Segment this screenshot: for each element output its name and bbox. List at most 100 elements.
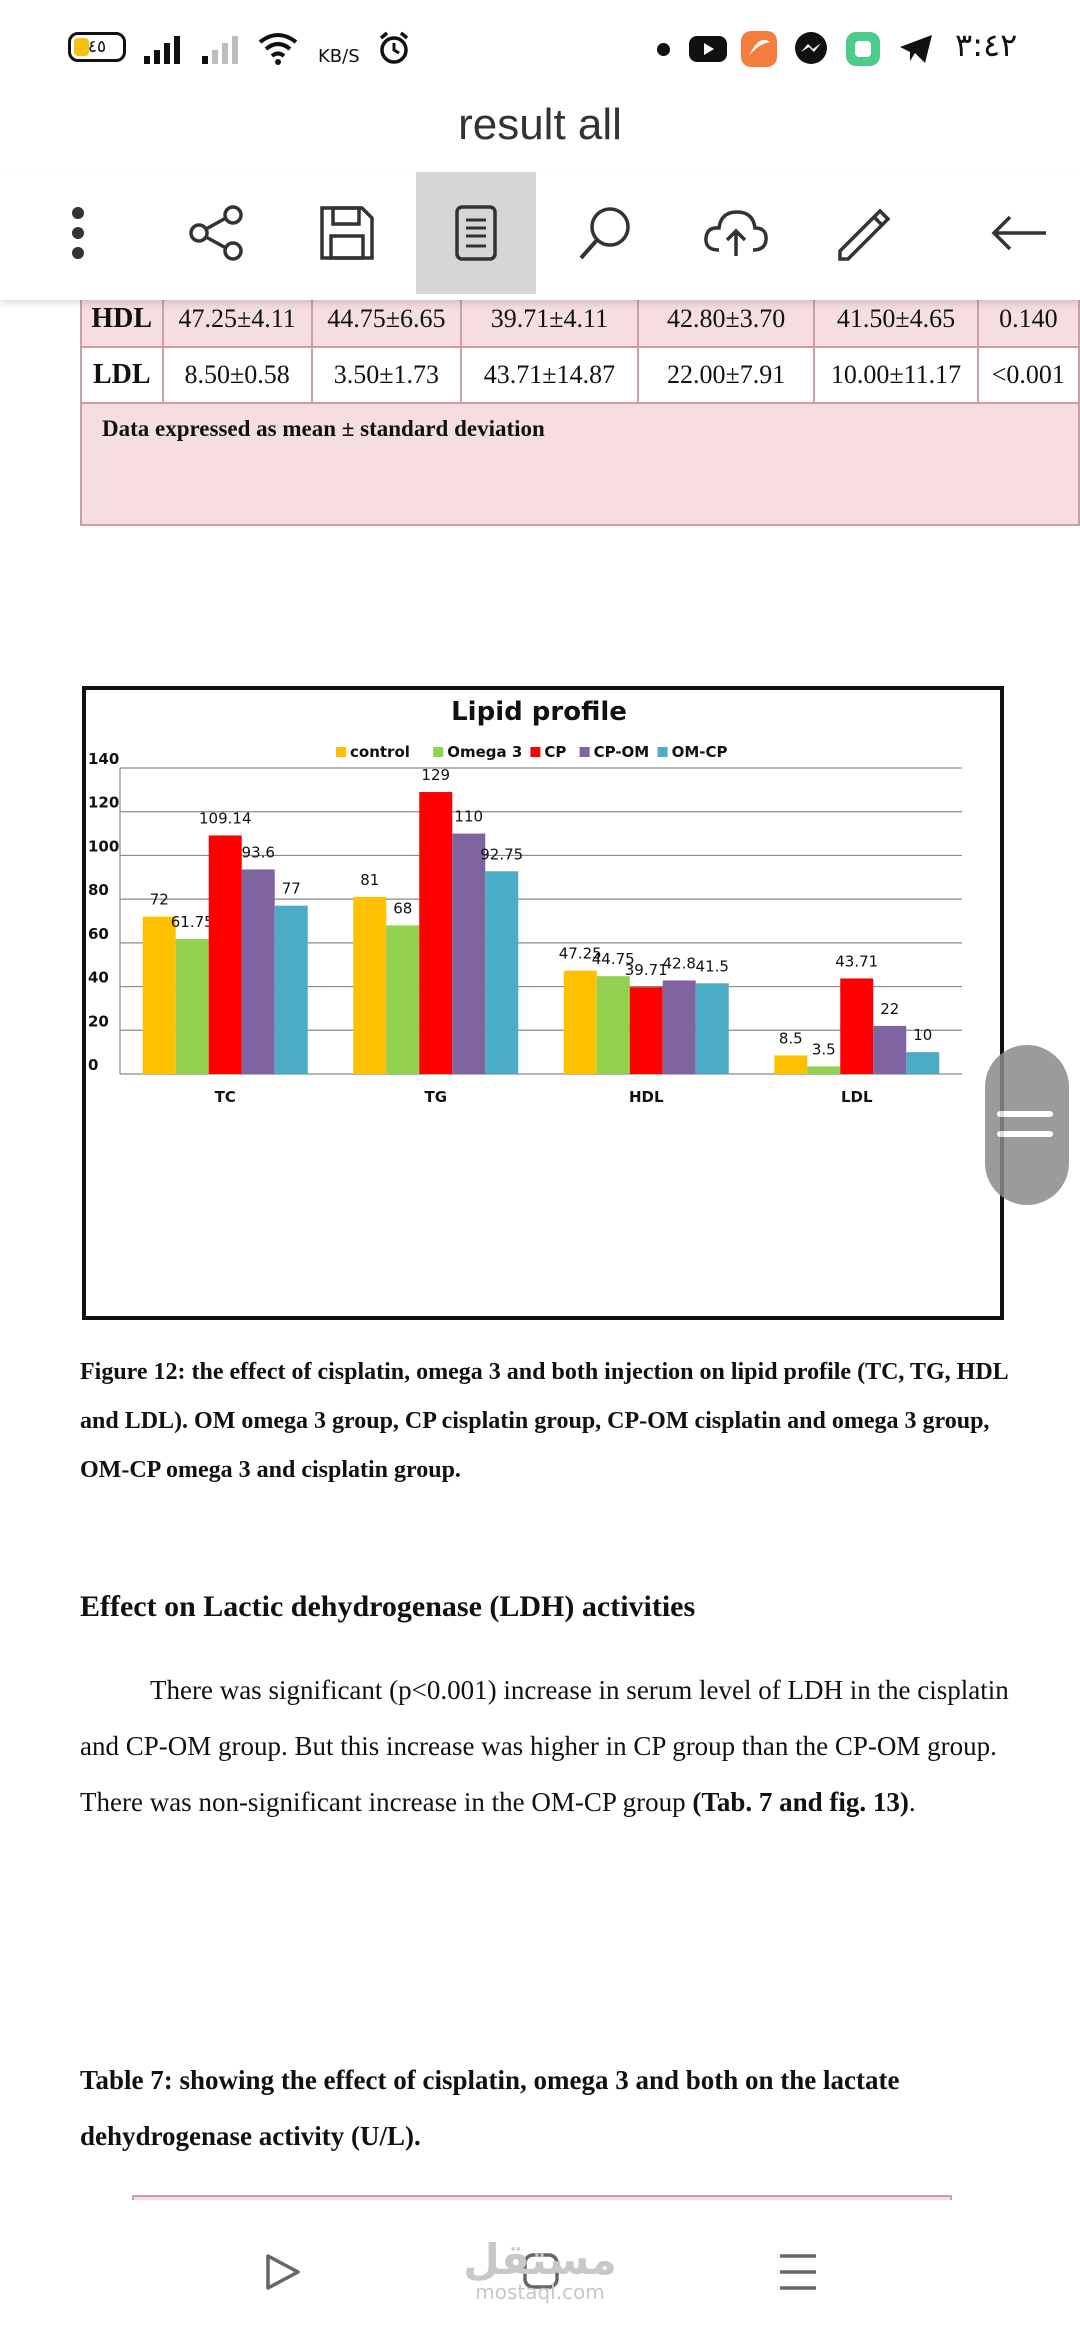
body-paragraph: There was significant (p<0.001) increase… xyxy=(80,1662,1020,1830)
bar xyxy=(563,970,597,1074)
bar xyxy=(695,983,729,1074)
table-cell: 22.00±7.91 xyxy=(636,346,816,404)
signal-icon xyxy=(144,36,180,64)
bar xyxy=(241,869,275,1074)
table-row: LDL 8.50±0.58 3.50±1.73 43.71±14.87 22.0… xyxy=(80,346,1080,404)
data-label: 93.6 xyxy=(242,843,275,861)
share-icon xyxy=(189,205,243,261)
app-icon xyxy=(846,32,880,66)
paragraph-end: . xyxy=(908,1787,916,1817)
data-label: 129 xyxy=(421,766,450,784)
data-label: 44.75 xyxy=(592,950,635,968)
table-cell: 41.50±4.65 xyxy=(813,300,979,348)
y-tick-label: 80 xyxy=(88,881,109,899)
table-cell: 0.140 xyxy=(976,300,1080,348)
bar xyxy=(774,1055,808,1074)
scroll-handle[interactable] xyxy=(985,1045,1069,1205)
toolbar xyxy=(0,172,1080,300)
status-bar: ٤٥ KB/S ٣:٤٢ xyxy=(0,0,1080,95)
bar xyxy=(662,980,696,1074)
x-tick-label: LDL xyxy=(841,1088,873,1106)
table-cell: 39.71±4.11 xyxy=(460,300,639,348)
bar xyxy=(452,833,486,1074)
legend-swatch xyxy=(336,747,346,757)
page-view-button[interactable] xyxy=(416,172,536,294)
watermark: مستقل mostaql.com xyxy=(455,2235,625,2304)
bar xyxy=(629,987,663,1074)
table-cell: 3.50±1.73 xyxy=(310,346,463,404)
section-heading: Effect on Lactic dehydrogenase (LDH) act… xyxy=(80,1590,696,1623)
x-tick-label: HDL xyxy=(629,1088,664,1106)
save-icon xyxy=(320,206,374,260)
table-caption: Table 7: showing the effect of cisplatin… xyxy=(80,2065,900,2151)
figure-caption: Figure 12: the effect of cisplatin, omeg… xyxy=(80,1359,1008,1483)
bar xyxy=(873,1025,907,1074)
y-tick-label: 40 xyxy=(88,969,109,987)
bar xyxy=(807,1066,841,1074)
back-button[interactable] xyxy=(960,172,1080,294)
legend-swatch xyxy=(433,747,444,757)
menu-lines-icon[interactable] xyxy=(778,2252,818,2292)
watermark-latin: mostaql.com xyxy=(475,2280,605,2304)
chart-title: Lipid profile xyxy=(451,697,627,727)
data-label: 39.71 xyxy=(625,961,668,979)
bar xyxy=(419,792,453,1074)
share-button[interactable] xyxy=(157,172,277,294)
bar xyxy=(386,925,420,1074)
data-label: 41.5 xyxy=(696,957,729,975)
y-tick-label: 120 xyxy=(88,794,119,812)
edit-button[interactable] xyxy=(806,172,926,294)
alarm-icon xyxy=(379,31,409,64)
y-tick-label: 100 xyxy=(88,837,119,855)
data-label: 8.5 xyxy=(779,1029,803,1047)
data-label: 42.8 xyxy=(663,954,696,972)
telegram-icon xyxy=(900,35,932,63)
table-cell: 43.71±14.87 xyxy=(460,346,639,404)
edit-icon xyxy=(838,208,891,261)
legend-swatch xyxy=(530,747,541,757)
legend-swatch xyxy=(657,747,668,757)
data-label: 68 xyxy=(393,899,412,917)
signal-icon xyxy=(202,36,238,64)
messenger-icon xyxy=(795,32,827,64)
y-tick-label: 0 xyxy=(88,1056,98,1074)
document-page[interactable]: HDL 47.25±4.11 44.75±6.65 39.71±4.11 42.… xyxy=(0,300,1080,2200)
save-button[interactable] xyxy=(287,172,407,294)
bar xyxy=(840,978,874,1074)
row-label: LDL xyxy=(80,346,164,404)
search-icon xyxy=(579,207,630,260)
chart-svg: Lipid profile control Omega 3 CP CP-OM OM-CP 0… xyxy=(88,697,962,1106)
legend-label: Omega 3 xyxy=(447,743,522,761)
figure-reference: (Tab. 7 and fig. 13) xyxy=(692,1787,909,1817)
legend-label: CP-OM xyxy=(594,743,650,761)
document-title: result all xyxy=(458,100,622,149)
table-row: HDL 47.25±4.11 44.75±6.65 39.71±4.11 42.… xyxy=(80,300,1080,348)
upload-button[interactable] xyxy=(676,172,796,294)
bar xyxy=(175,939,209,1074)
speed-indicator: KB/S xyxy=(318,46,360,67)
legend-label: OM-CP xyxy=(672,743,728,761)
battery-level: ٤٥ xyxy=(87,37,107,57)
data-label: 77 xyxy=(282,880,301,898)
bar xyxy=(142,916,176,1074)
data-label: 43.71 xyxy=(835,952,878,970)
row-label: HDL xyxy=(80,300,164,348)
paragraph-text: There was significant (p<0.001) increase… xyxy=(80,1675,1009,1817)
legend-swatch xyxy=(579,747,590,757)
table-cell: 8.50±0.58 xyxy=(161,346,313,404)
y-tick-label: 60 xyxy=(88,925,109,943)
more-button[interactable] xyxy=(18,172,138,294)
watermark-arabic: مستقل xyxy=(463,2235,617,2284)
back-triangle-icon[interactable] xyxy=(262,2252,302,2292)
data-label: 72 xyxy=(150,891,169,909)
bar xyxy=(274,905,308,1074)
page-view-icon xyxy=(455,205,497,261)
navigation-bar xyxy=(0,2200,1080,2340)
search-button[interactable] xyxy=(546,172,666,294)
dot-icon xyxy=(657,43,670,56)
y-tick-label: 20 xyxy=(88,1012,109,1030)
clock: ٣:٤٢ xyxy=(955,26,1018,64)
data-label: 22 xyxy=(880,1000,899,1018)
table-cell: 10.00±11.17 xyxy=(813,346,979,404)
home-square-icon[interactable] xyxy=(522,2252,560,2290)
